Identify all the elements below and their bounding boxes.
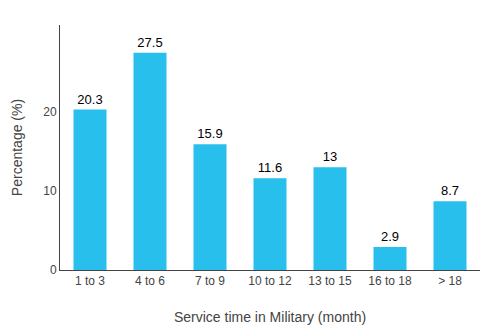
svg-text:10: 10 — [43, 184, 57, 198]
svg-text:27.5: 27.5 — [137, 35, 162, 50]
svg-text:7 to 9: 7 to 9 — [195, 274, 225, 288]
svg-text:20.3: 20.3 — [77, 92, 102, 107]
svg-text:13: 13 — [323, 149, 337, 164]
svg-text:16 to 18: 16 to 18 — [368, 274, 412, 288]
svg-text:> 18: > 18 — [438, 274, 462, 288]
svg-text:2.9: 2.9 — [381, 229, 399, 244]
svg-text:15.9: 15.9 — [197, 126, 222, 141]
svg-text:8.7: 8.7 — [441, 183, 459, 198]
svg-text:11.6: 11.6 — [258, 160, 282, 175]
svg-text:10 to 12: 10 to 12 — [248, 274, 292, 288]
svg-text:4 to 6: 4 to 6 — [135, 274, 165, 288]
svg-text:13 to 15: 13 to 15 — [308, 274, 352, 288]
svg-text:0: 0 — [50, 263, 57, 277]
svg-text:20: 20 — [43, 105, 57, 119]
svg-text:Service time in Military (mont: Service time in Military (month) — [174, 309, 366, 325]
svg-text:Percentage (%): Percentage (%) — [9, 99, 25, 196]
svg-text:1 to 3: 1 to 3 — [75, 274, 105, 288]
